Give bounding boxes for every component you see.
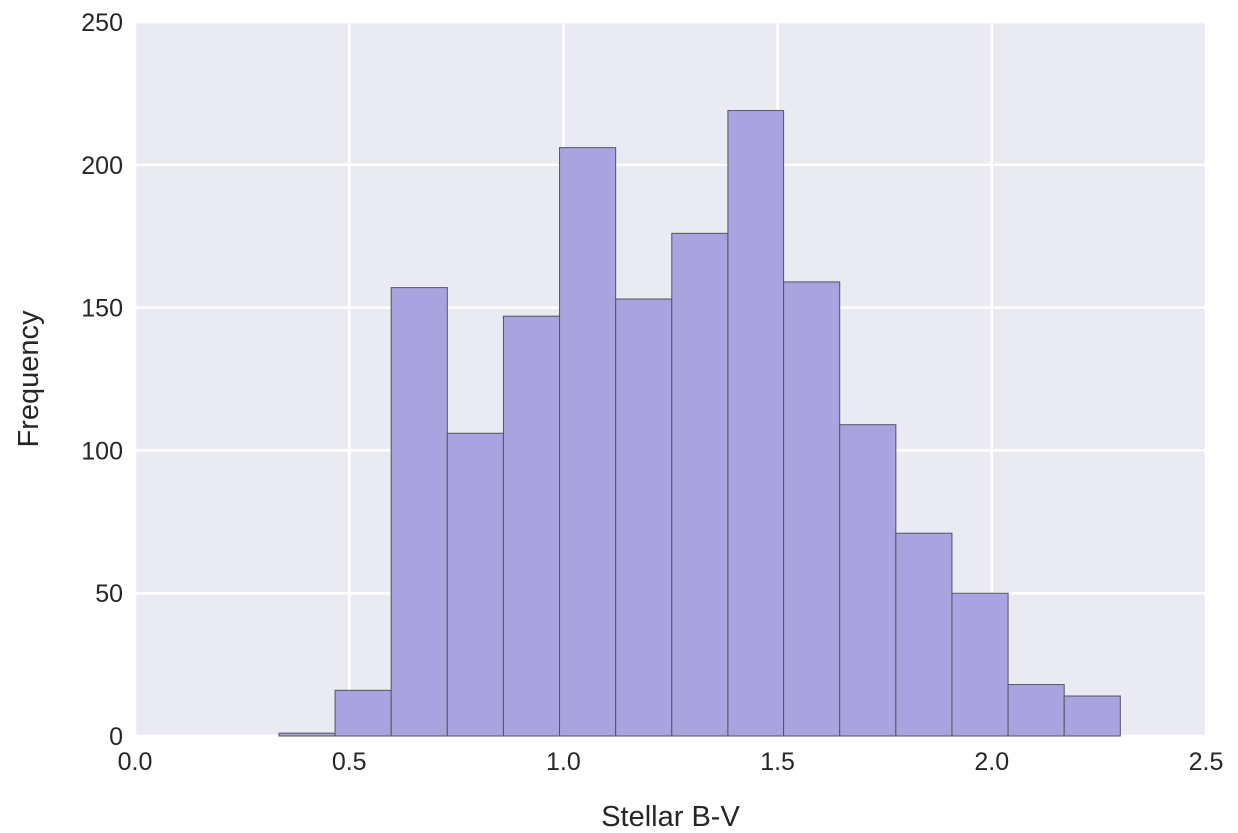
histogram-bar [783, 281, 841, 737]
y-tick-label: 250 [81, 9, 123, 37]
histogram-bar [615, 298, 673, 737]
y-tick-label: 100 [81, 437, 123, 465]
y-axis-label: Frequency [13, 310, 45, 448]
y-tick-label: 200 [81, 152, 123, 180]
y-tick-label: 50 [95, 580, 123, 608]
y-tick-label: 0 [109, 723, 123, 751]
y-axis-ticks: 0 50 100 150 200 250 [81, 9, 123, 751]
histogram-bar [1007, 684, 1065, 737]
histogram-bar [895, 532, 953, 737]
histogram-bar [671, 232, 729, 737]
histogram-bar [951, 592, 1009, 737]
histogram-bar [446, 432, 504, 737]
x-tick-label: 2.0 [974, 748, 1009, 776]
x-tick-label: 1.5 [760, 748, 795, 776]
y-tick-label: 150 [81, 295, 123, 323]
x-tick-label: 2.5 [1189, 748, 1224, 776]
histogram-bar [559, 147, 617, 737]
x-axis-ticks: 0.0 0.5 1.0 1.5 2.0 2.5 [118, 748, 1224, 776]
histogram-bar [839, 424, 897, 737]
histogram-bar [334, 689, 392, 737]
histogram-bar [502, 315, 561, 737]
bars [278, 110, 1121, 737]
histogram-bar [727, 110, 785, 737]
histogram-bar [390, 287, 448, 737]
x-tick-label: 0.5 [332, 748, 367, 776]
histogram-bar [278, 732, 336, 737]
histogram-bar [1063, 695, 1121, 737]
x-tick-label: 1.0 [546, 748, 581, 776]
x-tick-label: 0.0 [118, 748, 153, 776]
x-axis-label: Stellar B-V [601, 801, 740, 833]
